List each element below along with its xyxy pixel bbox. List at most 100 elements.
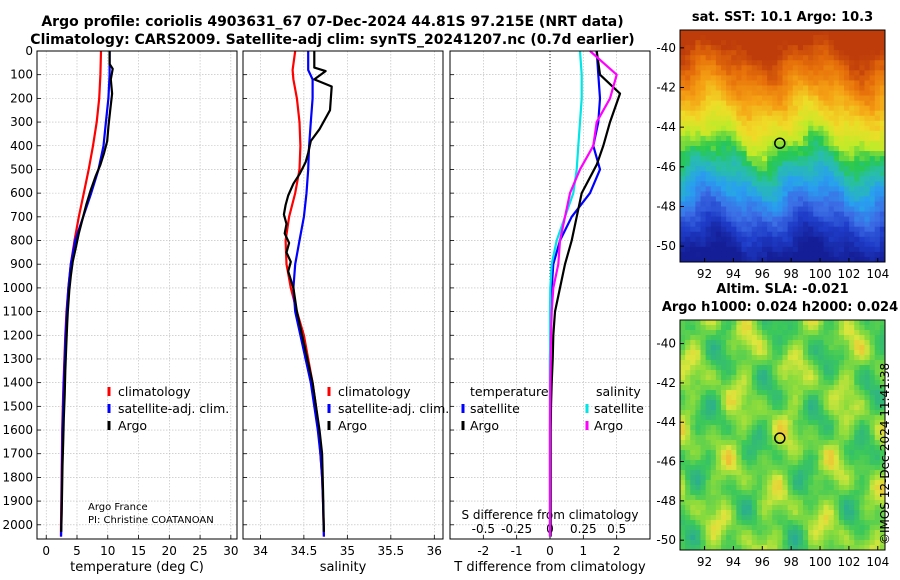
xtick-label: 15 [131, 544, 146, 558]
map-xtick-label: 100 [809, 267, 832, 281]
ytick-label: 700 [10, 210, 33, 224]
xtick-label: 34.5 [291, 544, 318, 558]
map-ytick-label: -46 [656, 455, 676, 469]
xaxis-label: temperature (deg C) [70, 560, 204, 575]
sla-map-subtitle: Argo h1000: 0.024 h2000: 0.024 [661, 300, 899, 315]
panel-frame [242, 50, 444, 540]
legend-label: satellite [470, 401, 520, 416]
ytick-label: 1100 [2, 305, 33, 319]
sst-map-title: sat. SST: 10.1 Argo: 10.3 [691, 10, 874, 25]
sla-map-frame [679, 319, 886, 551]
xtick-label: 0 [546, 544, 554, 558]
map-ytick-label: -48 [656, 199, 676, 213]
legend-label: climatology [338, 384, 411, 399]
map-xtick-label: 92 [697, 267, 712, 281]
legend-label: satellite-adj. clim. [338, 401, 449, 416]
map-xtick-label: 104 [866, 267, 889, 281]
ytick-label: 1300 [2, 352, 33, 366]
legend-header-salinity: salinity [596, 384, 641, 399]
xtick-label: -2 [477, 544, 489, 558]
series-line-argo [282, 51, 333, 532]
ytick-label: 1000 [2, 281, 33, 295]
map-ytick-label: -50 [656, 239, 676, 253]
legend-label: Argo [338, 418, 367, 433]
top-axis-tick-label: -0.5 [472, 522, 495, 536]
map-ytick-label: -42 [656, 376, 676, 390]
credit-line2: PI: Christine COATANOAN [88, 515, 214, 526]
map-xtick-label: 98 [784, 555, 799, 569]
xtick-label: 2 [613, 544, 621, 558]
xtick-label: 20 [162, 544, 177, 558]
ytick-label: 1900 [2, 494, 33, 508]
imos-watermark: ©IMOS 12-Dec-2024 11:41:38 [878, 362, 892, 545]
figure-title-line2: Climatology: CARS2009. Satellite-adj cli… [30, 32, 635, 48]
xtick-label: 25 [192, 544, 207, 558]
top-axis-tick-label: 0.5 [607, 522, 626, 536]
sst-argo-marker [774, 137, 786, 149]
series-line-salinity-argo [548, 50, 618, 537]
map-xtick-label: 96 [755, 555, 770, 569]
xtick-label: 30 [223, 544, 238, 558]
ytick-label: 1600 [2, 423, 33, 437]
xtick-label: 35.5 [377, 544, 404, 558]
xtick-label: 1 [580, 544, 588, 558]
ytick-label: 1700 [2, 447, 33, 461]
legend-label: climatology [118, 384, 191, 399]
legend-label: satellite [594, 401, 644, 416]
map-ytick-label: -46 [656, 160, 676, 174]
map-ytick-label: -40 [656, 41, 676, 55]
panel-frame [449, 50, 651, 540]
sla-map-title: Altim. SLA: -0.021 [716, 282, 849, 297]
legend-label: Argo [470, 418, 499, 433]
top-axis-tick-label: 0.25 [570, 522, 597, 536]
ytick-label: 2000 [2, 518, 33, 532]
sla-map-field [680, 320, 886, 551]
ytick-label: 1500 [2, 399, 33, 413]
map-xtick-label: 100 [809, 555, 832, 569]
xtick-label: 0 [42, 544, 50, 558]
map-ytick-label: -44 [656, 415, 676, 429]
xtick-label: 34 [253, 544, 268, 558]
ytick-label: 900 [10, 257, 33, 271]
ytick-label: 600 [10, 186, 33, 200]
figure-title-line1: Argo profile: coriolis 4903631_67 07-Dec… [41, 14, 624, 30]
series-line-satellite-adj-clim- [292, 51, 325, 537]
map-xtick-label: 96 [755, 267, 770, 281]
map-xtick-label: 102 [837, 555, 860, 569]
ytick-label: 500 [10, 162, 33, 176]
ytick-label: 1800 [2, 470, 33, 484]
ytick-label: 1400 [2, 376, 33, 390]
xaxis-label: salinity [320, 560, 367, 575]
ytick-label: 800 [10, 234, 33, 248]
legend-label: Argo [594, 418, 623, 433]
map-xtick-label: 94 [726, 555, 741, 569]
credit-line1: Argo France [88, 502, 148, 513]
legend-label: satellite-adj. clim. [118, 401, 229, 416]
ytick-label: 300 [10, 115, 33, 129]
legend-label: Argo [118, 418, 147, 433]
legend-header-temperature: temperature [470, 384, 549, 399]
panel-background-temperature [37, 51, 237, 539]
sst-map-field [680, 30, 886, 263]
map-xtick-label: 94 [726, 267, 741, 281]
xtick-label: 36 [427, 544, 442, 558]
xtick-label: -1 [511, 544, 523, 558]
map-xtick-label: 102 [837, 267, 860, 281]
map-xtick-label: 92 [697, 555, 712, 569]
ytick-label: 400 [10, 139, 33, 153]
panel-background-salinity [243, 51, 443, 539]
sst-map-frame [679, 29, 886, 263]
ytick-label: 200 [10, 91, 33, 105]
xtick-label: 35 [340, 544, 355, 558]
ytick-label: 100 [10, 68, 33, 82]
map-xtick-label: 104 [866, 555, 889, 569]
ytick-label: 0 [25, 44, 33, 58]
ytick-label: 1200 [2, 328, 33, 342]
map-ytick-label: -44 [656, 120, 676, 134]
xtick-label: 5 [73, 544, 81, 558]
map-xtick-label: 98 [784, 267, 799, 281]
panel-frame [36, 50, 238, 540]
xaxis-label: T difference from climatology [453, 560, 646, 575]
map-ytick-label: -50 [656, 533, 676, 547]
sla-argo-marker [774, 432, 786, 444]
